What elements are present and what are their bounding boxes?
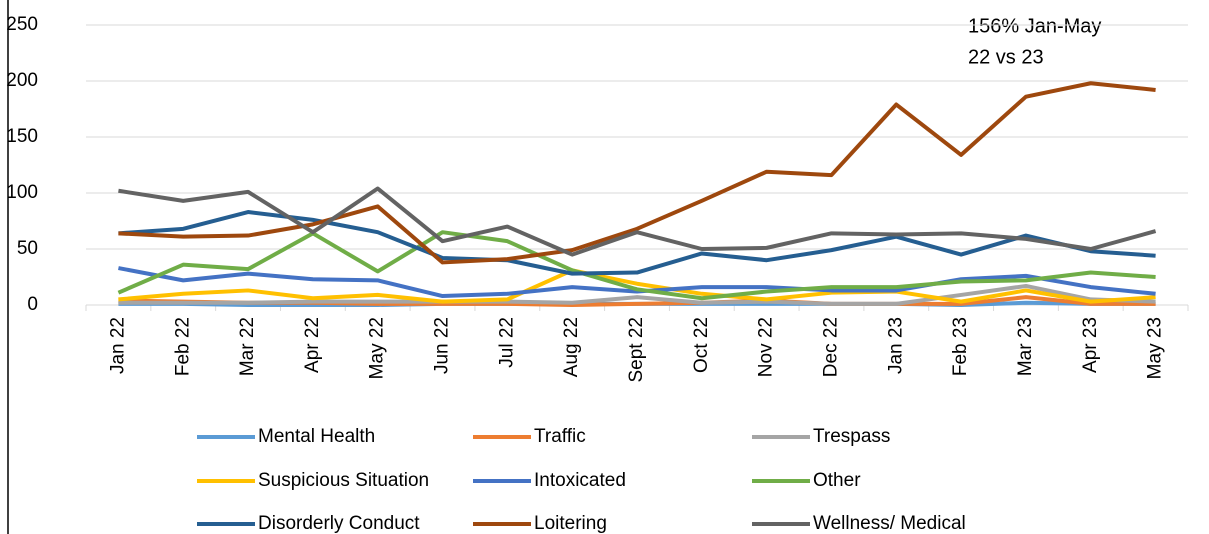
legend-label: Wellness/ Medical	[813, 513, 966, 534]
x-tick-label: Mar 22	[237, 317, 258, 376]
series-line	[117, 230, 1156, 301]
series-line	[118, 266, 1156, 299]
x-tick-label: Jul 22	[496, 317, 517, 368]
legend-label: Other	[813, 470, 861, 491]
annotation: 156% Jan-May	[968, 15, 1101, 37]
y-tick-label: 250	[6, 14, 38, 35]
x-tick-label: Dec 22	[820, 317, 841, 377]
x-tick-label: Feb 23	[950, 317, 971, 376]
y-tick-label: 0	[27, 294, 38, 315]
series-line	[118, 283, 1156, 306]
x-tick-label: Jun 22	[432, 317, 453, 374]
x-tick-label: May 23	[1145, 317, 1166, 379]
legend-label: Trespass	[813, 426, 890, 447]
series-line	[118, 210, 1156, 276]
x-tick-label: Mar 23	[1015, 317, 1036, 376]
x-tick-label: Nov 22	[756, 317, 777, 377]
legend-label: Loitering	[534, 513, 607, 534]
y-tick-label: 50	[17, 238, 38, 259]
legend-label: Traffic	[534, 426, 586, 447]
x-tick-label: Oct 22	[691, 317, 712, 373]
y-tick-label: 100	[6, 182, 38, 203]
x-tick-label: Jan 22	[107, 317, 128, 374]
series-line	[118, 186, 1157, 257]
x-tick-label: Apr 23	[1080, 317, 1101, 373]
x-tick-label: Sept 22	[626, 317, 647, 383]
x-tick-label: Feb 22	[172, 317, 193, 376]
x-tick-label: Apr 22	[302, 317, 323, 373]
x-tick-label: Jan 23	[885, 317, 906, 374]
y-tick-label: 150	[6, 126, 38, 147]
annotation: 22 vs 23	[968, 46, 1044, 68]
legend-label: Intoxicated	[534, 470, 626, 491]
y-tick-label: 200	[6, 70, 38, 91]
series-line	[118, 268, 1156, 304]
x-tick-label: May 22	[367, 317, 388, 379]
x-tick-label: Aug 22	[561, 317, 582, 377]
legend-label: Suspicious Situation	[258, 470, 429, 491]
legend-label: Disorderly Conduct	[258, 513, 420, 534]
legend-label: Mental Health	[258, 426, 375, 447]
series-line	[118, 81, 1156, 265]
